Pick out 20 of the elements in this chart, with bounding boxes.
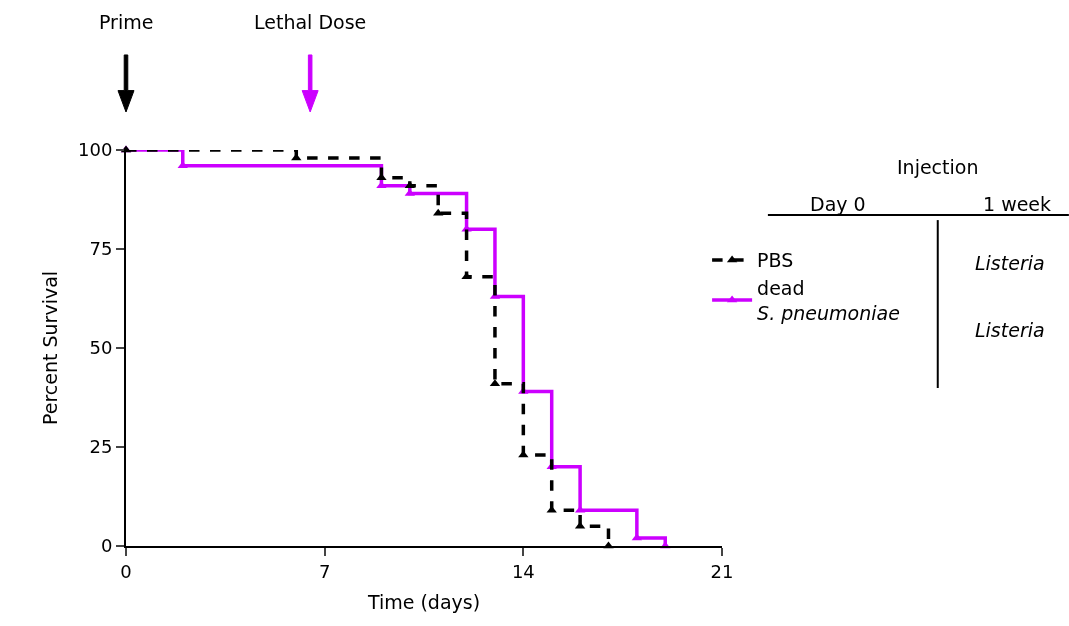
legend-label: dead S. pneumoniae bbox=[757, 277, 900, 324]
y-tick-label: 25 bbox=[89, 436, 113, 458]
text: Day 0 bbox=[810, 193, 866, 215]
text: Prime bbox=[99, 11, 154, 33]
text: 1 week bbox=[983, 193, 1052, 215]
text: Listeria bbox=[975, 319, 1045, 341]
x-axis-title: Time (days) bbox=[366, 590, 481, 613]
text: Listeria bbox=[975, 252, 1045, 274]
y-tick-label: 75 bbox=[89, 238, 113, 260]
x-tick-label: 7 bbox=[318, 560, 331, 582]
x-tick-label: 14 bbox=[511, 560, 535, 582]
text: Injection bbox=[897, 156, 979, 178]
y-tick-label: 100 bbox=[78, 139, 113, 161]
y-tick-label: 0 bbox=[100, 535, 113, 557]
y-tick-label: 50 bbox=[89, 337, 113, 359]
x-tick-label: 21 bbox=[710, 560, 734, 582]
y-axis-title: Percent Survival bbox=[39, 270, 62, 426]
x-tick-label: 0 bbox=[120, 560, 132, 582]
legend-label: PBS bbox=[757, 249, 794, 272]
text: Lethal Dose bbox=[254, 11, 367, 33]
